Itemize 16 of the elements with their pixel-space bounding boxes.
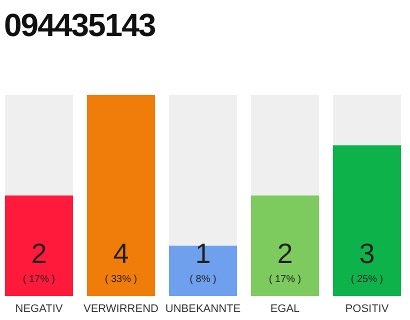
annotation: ( 33% ) — [104, 274, 138, 285]
data-label: 1 — [195, 238, 211, 269]
chart-title: 094435143 — [4, 7, 156, 43]
annotation: ( 17% ) — [22, 274, 56, 285]
annotation: ( 8% ) — [190, 274, 216, 285]
data-label: 2 — [277, 238, 293, 269]
data-label: 4 — [113, 238, 129, 269]
x-tick-label: POSITIV — [345, 303, 390, 315]
data-label: 2 — [31, 238, 47, 269]
annotation: ( 25% ) — [350, 274, 384, 285]
x-tick-label: UNBEKANNTE — [165, 303, 241, 315]
annotation: ( 17% ) — [268, 274, 302, 285]
data-label: 3 — [359, 238, 375, 269]
x-tick-label: VERWIRREND — [84, 303, 159, 315]
x-tick-label: NEGATIV — [15, 303, 64, 315]
x-tick-label: EGAL — [270, 303, 300, 315]
